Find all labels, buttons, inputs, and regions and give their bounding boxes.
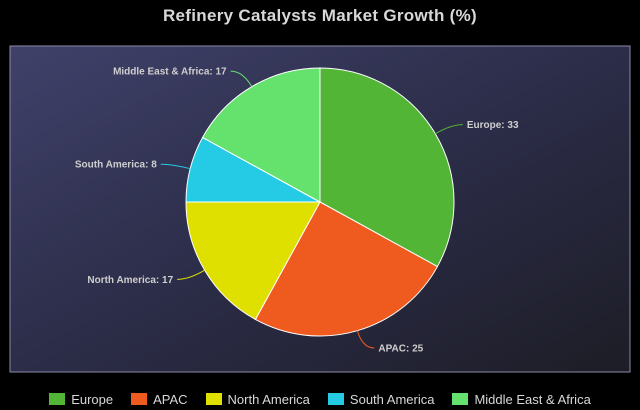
legend-label: APAC — [153, 391, 188, 407]
slice-label-europe: Europe: 33 — [467, 120, 519, 131]
slice-label-south-america: South America: 8 — [75, 160, 157, 171]
leader-line-apac — [356, 330, 375, 349]
legend-swatch — [452, 393, 469, 405]
legend-swatch — [327, 393, 344, 405]
slice-label-middle-east-africa: Middle East & Africa: 17 — [113, 67, 227, 78]
pie-slice-apac[interactable] — [254, 201, 439, 337]
leader-line-middle-east-africa — [230, 70, 253, 87]
pie-slice-north-america[interactable] — [185, 201, 321, 321]
leader-line-south-america — [160, 163, 191, 170]
legend-swatch — [131, 393, 148, 405]
pie-slice-europe[interactable] — [319, 67, 455, 268]
legend-item-europe[interactable]: Europe — [49, 392, 113, 407]
slice-label-north-america: North America: 17 — [87, 275, 173, 286]
legend-label: South America — [349, 391, 435, 407]
legend-swatch — [49, 393, 66, 405]
legend-label: Europe — [71, 391, 114, 407]
legend-item-north-america[interactable]: North America — [205, 391, 310, 407]
legend-label: Middle East & Africa — [474, 391, 591, 407]
leader-lines — [160, 70, 463, 349]
legend-swatch — [205, 393, 222, 405]
legend-item-middle-east-africa[interactable]: Middle East & Africa — [452, 391, 591, 407]
pie-slice-middle-east-africa[interactable] — [201, 67, 321, 203]
legend-item-apac[interactable]: APAC — [131, 391, 188, 407]
chart-title: Refinery Catalysts Market Growth (%) — [162, 6, 478, 25]
legend-label: North America — [227, 391, 310, 407]
slice-labels: Europe: 33 APAC: 25 North America: 17 South… — [75, 67, 519, 355]
pie-slices — [185, 67, 455, 337]
leader-line-north-america — [177, 269, 205, 280]
leader-line-europe — [435, 124, 463, 135]
slice-label-apac: APAC: 25 — [378, 343, 423, 354]
legend: Europe APAC North America South America … — [0, 389, 640, 409]
legend-item-south-america[interactable]: South America — [327, 391, 435, 407]
